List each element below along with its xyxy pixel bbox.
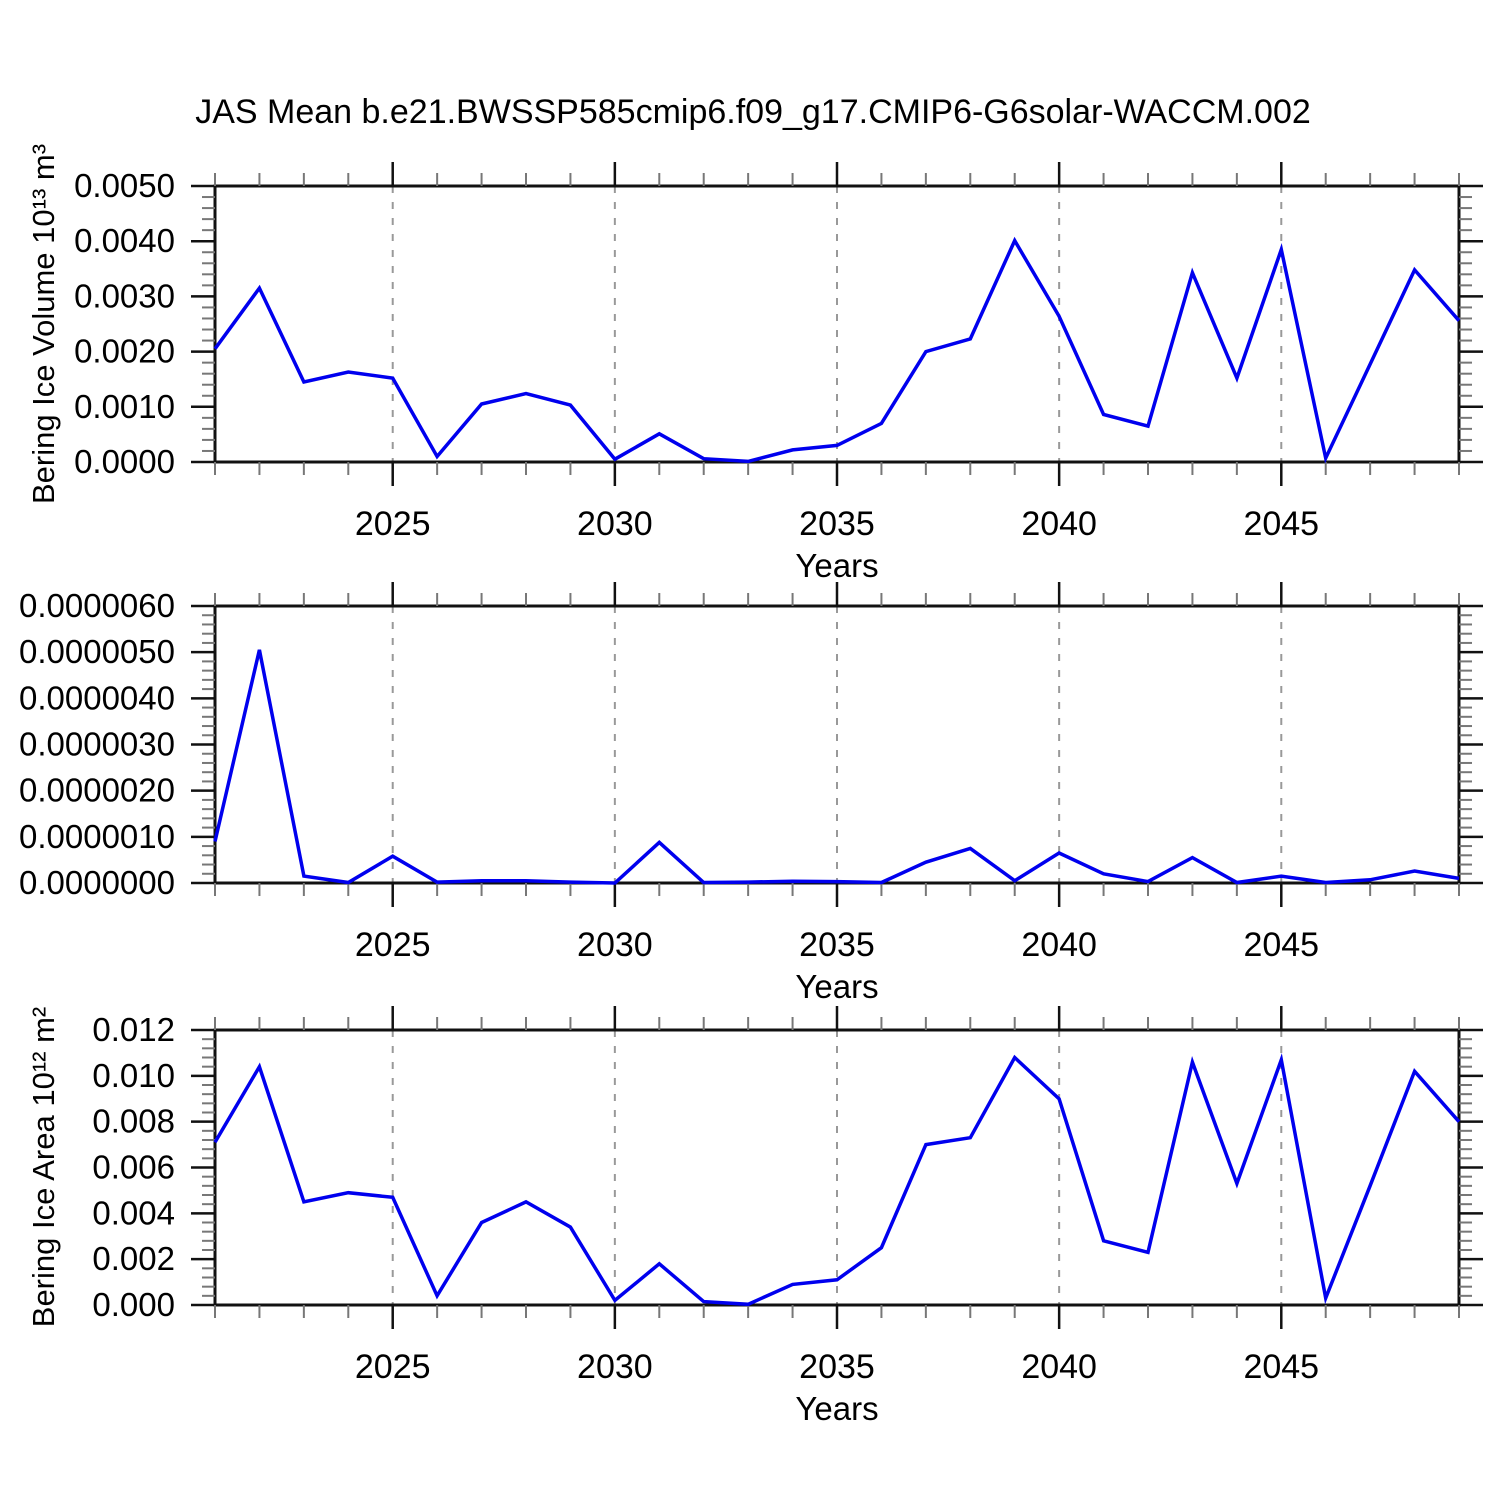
x-tick-label: 2045 bbox=[1243, 505, 1319, 543]
y-axis-title-volume: Bering Ice Volume 10¹³ m³ bbox=[26, 144, 61, 504]
plot-frame bbox=[213, 184, 1461, 464]
x-tick-label: 2045 bbox=[1243, 1348, 1319, 1386]
y-tick-label: 0.0000000 bbox=[19, 864, 175, 901]
y-tick-label: 0.0000030 bbox=[19, 726, 175, 763]
x-axis-title-years-3: Years bbox=[795, 1390, 878, 1427]
x-tick-label: 2035 bbox=[799, 1348, 875, 1386]
x-tick-label: 2035 bbox=[799, 505, 875, 543]
y-tick-label: 0.008 bbox=[92, 1103, 175, 1140]
panel-bering-ice-area: 0.000 0.002 0.004 0.006 0.008 0.010 0.012 2025 2… bbox=[92, 1006, 1483, 1386]
y-tick-label: 0.004 bbox=[92, 1194, 175, 1231]
y-tick-label: 0.0000010 bbox=[19, 818, 175, 855]
x-tick-label: 2045 bbox=[1243, 926, 1319, 964]
plot-frame bbox=[213, 604, 1461, 885]
y-tick-label: 0.000 bbox=[92, 1286, 175, 1323]
panel-middle: 0.0000000 0.0000010 0.0000020 0.0000030 0.00… bbox=[19, 582, 1483, 964]
x-tick-label: 2030 bbox=[577, 505, 653, 543]
x-axis-title-years-1: Years bbox=[795, 547, 878, 584]
y-tick-label: 0.0000040 bbox=[19, 679, 175, 716]
y-tick-label: 0.0000050 bbox=[19, 633, 175, 670]
x-tick-label: 2030 bbox=[577, 1348, 653, 1386]
y-tick-label: 0.0040 bbox=[74, 222, 175, 259]
figure-title: JAS Mean b.e21.BWSSP585cmip6.f09_g17.CMI… bbox=[195, 93, 1311, 131]
panel-bering-ice-volume: 0.0000 0.0010 0.0020 0.0030 0.0040 0.0050 2025… bbox=[74, 162, 1483, 543]
y-tick-label: 0.012 bbox=[92, 1011, 175, 1048]
y-tick-label: 0.0010 bbox=[74, 388, 175, 425]
x-axis-title-years-2: Years bbox=[795, 968, 878, 1005]
y-tick-label: 0.0000020 bbox=[19, 772, 175, 809]
y-tick-label: 0.0020 bbox=[74, 333, 175, 370]
x-tick-label: 2040 bbox=[1021, 1348, 1097, 1386]
x-tick-label: 2025 bbox=[355, 505, 431, 543]
data-line-bering-ice-volume bbox=[213, 236, 1461, 464]
x-tick-label: 2040 bbox=[1021, 926, 1097, 964]
x-tick-label: 2025 bbox=[355, 1348, 431, 1386]
y-tick-label: 0.002 bbox=[92, 1240, 175, 1277]
y-tick-label: 0.0000060 bbox=[19, 587, 175, 624]
y-tick-label: 0.010 bbox=[92, 1057, 175, 1094]
x-tick-label: 2040 bbox=[1021, 505, 1097, 543]
x-tick-label: 2025 bbox=[355, 926, 431, 964]
y-tick-label: 0.006 bbox=[92, 1149, 175, 1186]
y-tick-label: 0.0050 bbox=[74, 167, 175, 204]
y-tick-label: 0.0030 bbox=[74, 277, 175, 314]
plot-frame bbox=[213, 1028, 1461, 1307]
x-tick-label: 2035 bbox=[799, 926, 875, 964]
data-line-bering-ice-area bbox=[213, 1053, 1461, 1307]
y-axis-title-area: Bering Ice Area 10¹² m² bbox=[26, 1007, 61, 1327]
data-line-middle-unlabeled bbox=[213, 649, 1460, 885]
y-tick-label: 0.0000 bbox=[74, 443, 175, 480]
x-tick-label: 2030 bbox=[577, 926, 653, 964]
